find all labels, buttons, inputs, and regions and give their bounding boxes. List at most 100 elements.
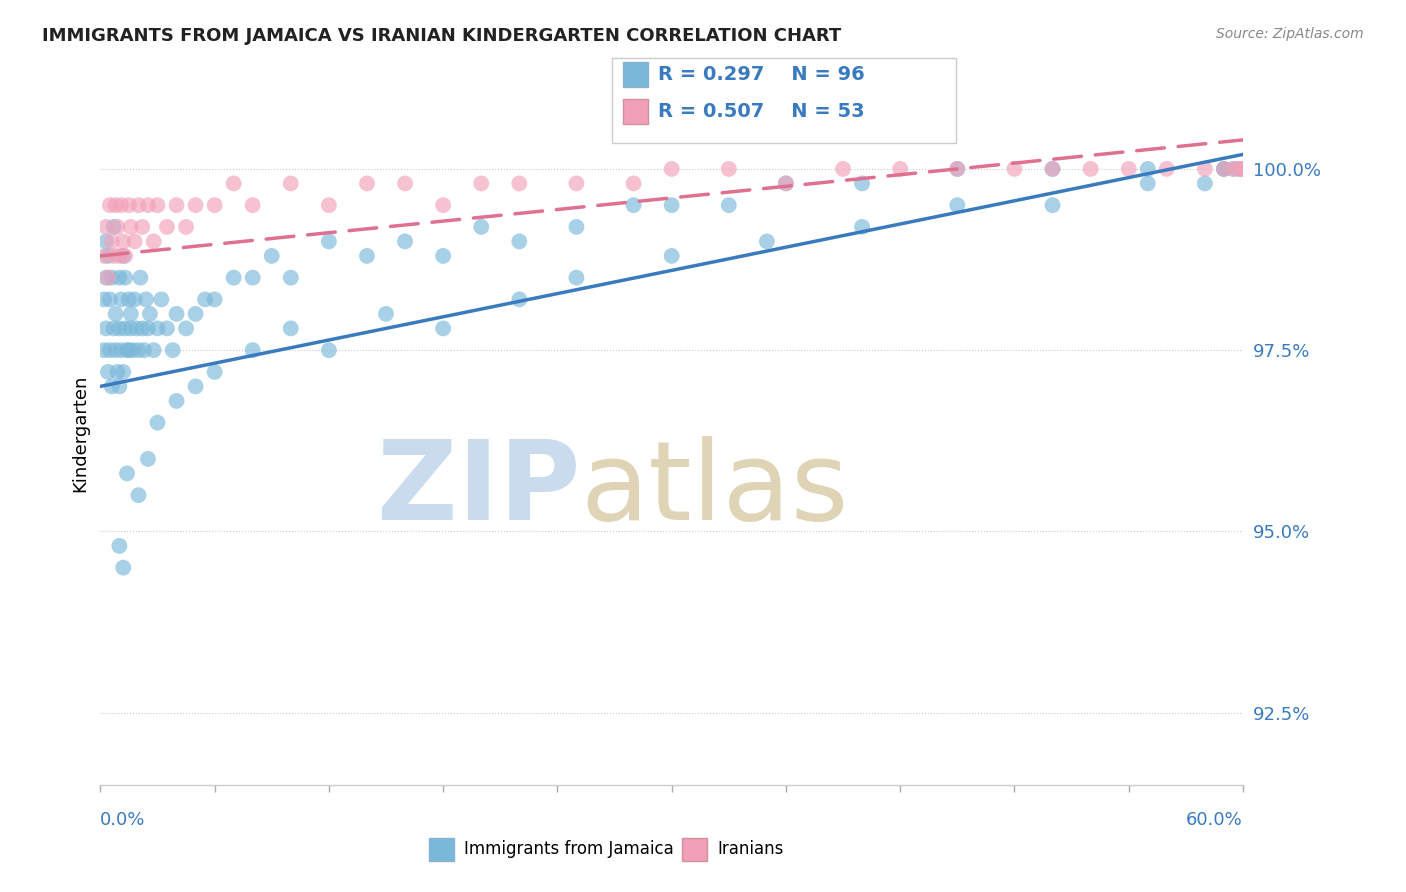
- Point: [93, 249, 115, 263]
- Point: [1136, 177, 1159, 191]
- Point: [114, 321, 136, 335]
- Point: [103, 249, 125, 263]
- Point: [432, 321, 454, 335]
- Point: [146, 416, 169, 430]
- Point: [107, 365, 129, 379]
- Point: [222, 177, 245, 191]
- Point: [108, 249, 131, 263]
- Point: [717, 161, 740, 176]
- Point: [1194, 161, 1216, 176]
- Point: [156, 219, 179, 234]
- Point: [97, 365, 120, 379]
- Point: [260, 249, 283, 263]
- Point: [946, 161, 969, 176]
- Point: [1042, 161, 1064, 176]
- Point: [129, 270, 152, 285]
- Point: [1232, 161, 1254, 176]
- Point: [139, 307, 162, 321]
- Point: [108, 321, 131, 335]
- Point: [775, 177, 797, 191]
- Point: [136, 321, 159, 335]
- Point: [136, 198, 159, 212]
- Point: [565, 177, 588, 191]
- Point: [1118, 161, 1140, 176]
- Point: [108, 270, 131, 285]
- Point: [118, 293, 141, 307]
- Point: [94, 235, 117, 249]
- Point: [124, 235, 146, 249]
- Point: [318, 343, 340, 358]
- Point: [127, 343, 149, 358]
- Point: [110, 198, 132, 212]
- Point: [661, 161, 683, 176]
- Point: [280, 270, 302, 285]
- Point: [98, 198, 121, 212]
- Point: [318, 235, 340, 249]
- Point: [204, 198, 226, 212]
- Point: [1213, 161, 1236, 176]
- Point: [142, 343, 165, 358]
- Point: [156, 321, 179, 335]
- Point: [194, 293, 217, 307]
- Point: [108, 539, 131, 553]
- Point: [118, 198, 141, 212]
- Point: [114, 249, 136, 263]
- Point: [114, 270, 136, 285]
- Point: [174, 219, 197, 234]
- Point: [131, 321, 153, 335]
- Point: [755, 235, 778, 249]
- Point: [112, 235, 135, 249]
- Point: [112, 365, 135, 379]
- Point: [136, 451, 159, 466]
- Point: [394, 177, 416, 191]
- Text: ZIP: ZIP: [377, 436, 581, 543]
- Text: 60.0%: 60.0%: [1187, 811, 1243, 829]
- Text: Immigrants from Jamaica: Immigrants from Jamaica: [464, 840, 673, 858]
- Y-axis label: Kindergarten: Kindergarten: [72, 375, 89, 492]
- Point: [103, 321, 125, 335]
- Point: [661, 249, 683, 263]
- Point: [94, 270, 117, 285]
- Point: [166, 307, 188, 321]
- Point: [1156, 161, 1178, 176]
- Point: [508, 293, 530, 307]
- Text: 0.0%: 0.0%: [100, 811, 146, 829]
- Point: [184, 379, 207, 393]
- Point: [832, 161, 855, 176]
- Text: R = 0.297    N = 96: R = 0.297 N = 96: [658, 64, 865, 84]
- Point: [115, 343, 138, 358]
- Text: IMMIGRANTS FROM JAMAICA VS IRANIAN KINDERGARTEN CORRELATION CHART: IMMIGRANTS FROM JAMAICA VS IRANIAN KINDE…: [42, 27, 841, 45]
- Point: [851, 177, 873, 191]
- Point: [125, 321, 148, 335]
- Point: [1222, 161, 1244, 176]
- Point: [131, 219, 153, 234]
- Point: [118, 343, 141, 358]
- Point: [166, 393, 188, 408]
- Point: [146, 198, 169, 212]
- Point: [101, 235, 124, 249]
- Point: [851, 219, 873, 234]
- Point: [127, 488, 149, 502]
- Point: [1232, 161, 1254, 176]
- Point: [101, 379, 124, 393]
- Point: [134, 343, 156, 358]
- Point: [120, 219, 142, 234]
- Point: [432, 198, 454, 212]
- Point: [104, 198, 127, 212]
- Point: [565, 270, 588, 285]
- Point: [242, 198, 264, 212]
- Point: [150, 293, 173, 307]
- Point: [470, 177, 492, 191]
- Point: [470, 219, 492, 234]
- Point: [101, 270, 124, 285]
- Point: [1213, 161, 1236, 176]
- Point: [1004, 161, 1026, 176]
- Point: [97, 249, 120, 263]
- Point: [166, 198, 188, 212]
- Point: [1136, 161, 1159, 176]
- Point: [242, 343, 264, 358]
- Point: [112, 560, 135, 574]
- Point: [98, 293, 121, 307]
- Point: [142, 235, 165, 249]
- Point: [98, 343, 121, 358]
